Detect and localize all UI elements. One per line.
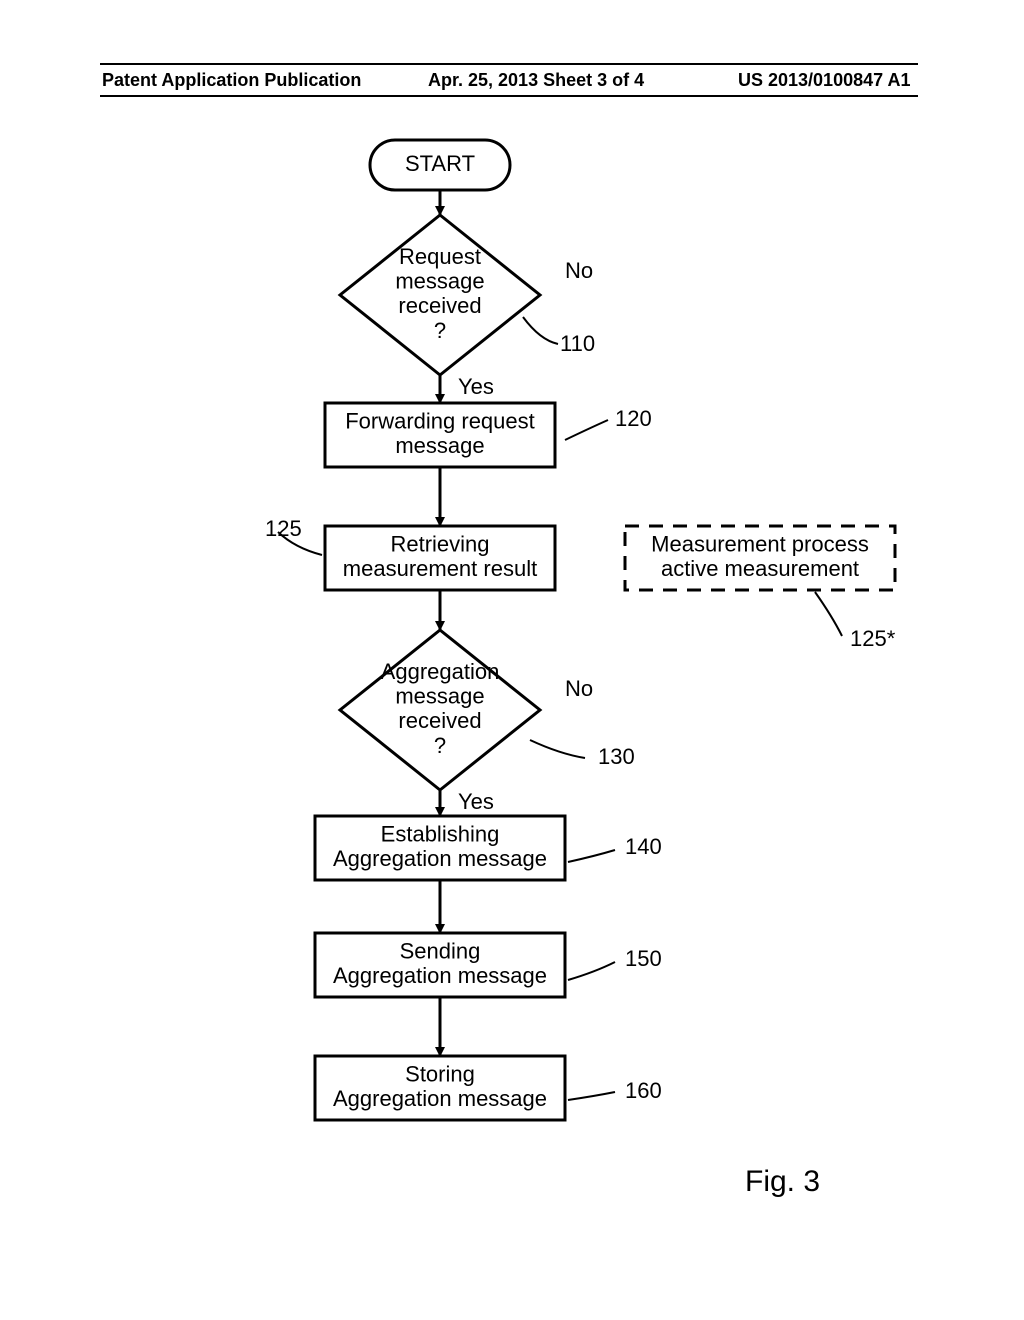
svg-text:Aggregation message: Aggregation message bbox=[333, 963, 547, 988]
svg-text:message: message bbox=[395, 683, 484, 708]
svg-text:Retrieving: Retrieving bbox=[390, 531, 489, 556]
svg-text:Aggregation message: Aggregation message bbox=[333, 1086, 547, 1111]
svg-text:130: 130 bbox=[598, 744, 635, 769]
svg-text:received: received bbox=[398, 708, 481, 733]
svg-text:Storing: Storing bbox=[405, 1061, 475, 1086]
svg-text:active measurement: active measurement bbox=[661, 556, 859, 581]
svg-text:150: 150 bbox=[625, 946, 662, 971]
svg-text:125*: 125* bbox=[850, 626, 896, 651]
svg-text:Establishing: Establishing bbox=[381, 821, 500, 846]
svg-text:Request: Request bbox=[399, 244, 481, 269]
svg-text:160: 160 bbox=[625, 1078, 662, 1103]
svg-text:Forwarding request: Forwarding request bbox=[345, 408, 535, 433]
flowchart: STARTRequestmessagereceived?Forwarding r… bbox=[0, 0, 1024, 1320]
svg-text:message: message bbox=[395, 433, 484, 458]
svg-text:START: START bbox=[405, 151, 475, 176]
page: Patent Application Publication Apr. 25, … bbox=[0, 0, 1024, 1320]
svg-text:Measurement process: Measurement process bbox=[651, 531, 869, 556]
svg-text:No: No bbox=[565, 676, 593, 701]
svg-text:Sending: Sending bbox=[400, 938, 481, 963]
svg-text:Yes: Yes bbox=[458, 789, 494, 814]
svg-text:No: No bbox=[565, 258, 593, 283]
svg-text:140: 140 bbox=[625, 834, 662, 859]
svg-text:Yes: Yes bbox=[458, 374, 494, 399]
svg-text:received: received bbox=[398, 293, 481, 318]
svg-text:Aggregation: Aggregation bbox=[381, 659, 500, 684]
svg-text:?: ? bbox=[434, 733, 446, 758]
svg-text:measurement result: measurement result bbox=[343, 556, 537, 581]
svg-text:Aggregation message: Aggregation message bbox=[333, 846, 547, 871]
svg-text:110: 110 bbox=[560, 331, 595, 356]
svg-text:?: ? bbox=[434, 318, 446, 343]
svg-text:message: message bbox=[395, 268, 484, 293]
figure-label: Fig. 3 bbox=[745, 1165, 820, 1199]
svg-text:120: 120 bbox=[615, 406, 652, 431]
